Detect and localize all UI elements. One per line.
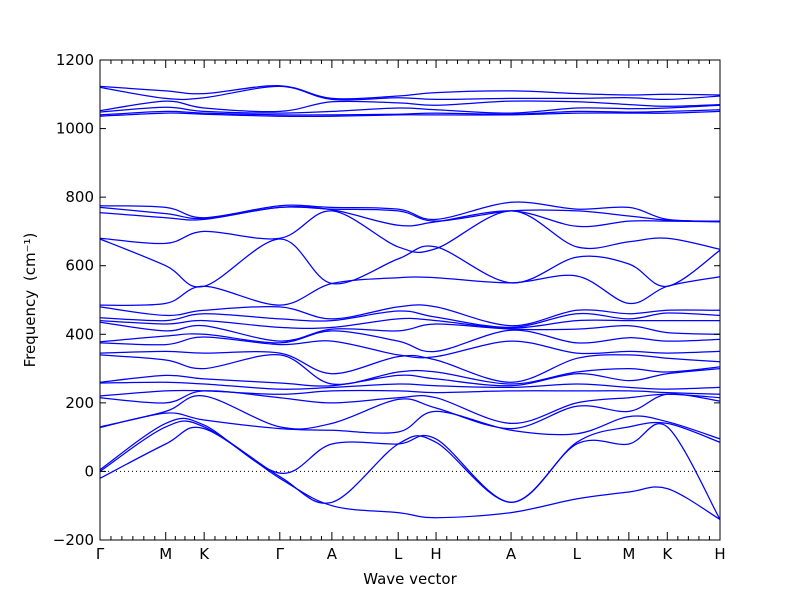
band-line [99, 321, 721, 342]
band-line [99, 104, 721, 114]
plot-frame [99, 59, 721, 541]
x-tick-label: A [506, 545, 517, 563]
band-line [99, 390, 721, 425]
band-series-group [99, 85, 721, 520]
band-line [99, 206, 721, 228]
band-line [99, 389, 721, 397]
y-tick-label: 1200 [56, 51, 94, 69]
band-line [99, 381, 721, 390]
x-tick-label: M [159, 545, 172, 563]
band-line [99, 317, 720, 330]
band-line [99, 210, 721, 253]
band-line [99, 310, 721, 329]
y-tick-label: 200 [65, 394, 94, 412]
band-line [99, 354, 721, 386]
band-line [99, 110, 721, 118]
y-axis-ticks: −200 0 200 400 600 800 1000 1200 [53, 51, 720, 549]
y-tick-label: 400 [65, 325, 94, 343]
band-line [99, 85, 721, 101]
band-line [99, 426, 721, 520]
y-axis-label-text: Frequency [21, 290, 39, 368]
x-tick-label: M [622, 545, 635, 563]
band-line [99, 201, 721, 222]
y-axis-label-unit: (cm⁻¹) [21, 233, 39, 282]
band-line [99, 329, 721, 353]
x-tick-label: H [430, 545, 441, 563]
band-line [99, 417, 721, 503]
x-tick-label: K [662, 545, 673, 563]
y-tick-label: 0 [84, 462, 94, 480]
y-tick-label: 800 [65, 188, 94, 206]
band-line [99, 350, 721, 383]
x-tick-label: Γ [96, 545, 105, 563]
band-line [99, 238, 721, 288]
band-line [99, 109, 721, 116]
band-line [99, 420, 721, 520]
x-axis-label: Wave vector [363, 570, 457, 588]
x-tick-label: L [573, 545, 582, 563]
band-line [99, 274, 721, 306]
y-tick-label: 1000 [56, 120, 94, 138]
band-line [99, 304, 721, 327]
band-line [99, 206, 721, 223]
y-tick-label: −200 [53, 531, 94, 549]
x-tick-label: Γ [276, 545, 285, 563]
band-line [99, 367, 721, 387]
x-tick-label: H [714, 545, 725, 563]
band-line [99, 410, 721, 440]
band-line [99, 336, 721, 359]
x-tick-label: K [199, 545, 210, 563]
y-axis-label: Frequency (cm⁻¹) [21, 233, 39, 368]
x-tick-label: A [327, 545, 338, 563]
y-tick-label: 600 [65, 257, 94, 275]
band-line [99, 85, 721, 100]
band-line [99, 393, 721, 430]
x-tick-label: L [394, 545, 403, 563]
band-line [99, 100, 721, 113]
